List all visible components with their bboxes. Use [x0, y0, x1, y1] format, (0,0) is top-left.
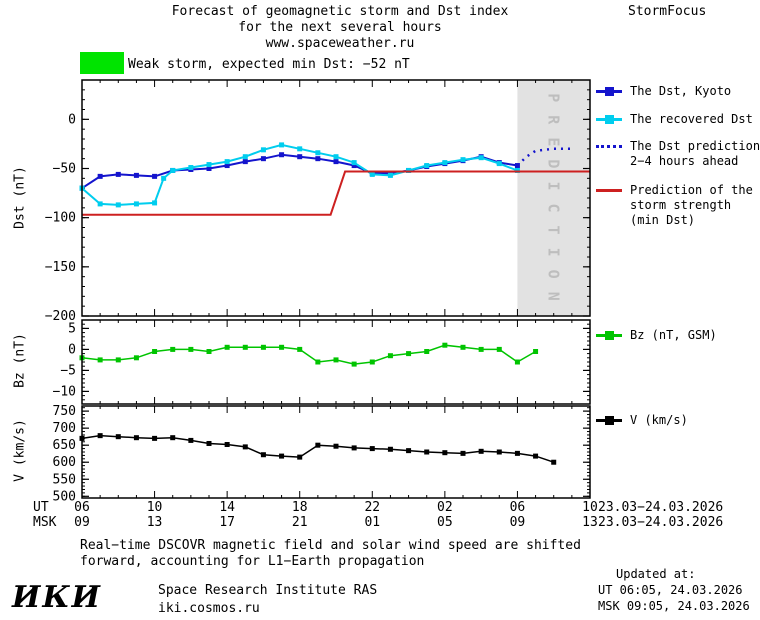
note-line-1: Real−time DSCOVR magnetic field and sola… — [80, 538, 581, 553]
updated-at-block: Updated at: UT 06:05, 24.03.2026 MSK 09:… — [598, 566, 750, 614]
svg-text:750: 750 — [53, 404, 76, 419]
iki-logo-text: ИКИ — [12, 580, 102, 615]
svg-text:550: 550 — [53, 472, 76, 487]
v-legend-marker — [596, 415, 622, 427]
v-chart: 750 700 650 600 550 500 — [53, 404, 591, 504]
institute-website: iki.cosmos.ru — [158, 601, 260, 616]
x-tick-label: 17 — [219, 515, 235, 530]
svg-text:P R E D I C T I O N: P R E D I C T I O N — [545, 93, 563, 303]
x-tick-label: 01 — [364, 515, 381, 530]
iki-logo: ИКИ — [12, 580, 102, 615]
svg-text:650: 650 — [53, 438, 76, 453]
msk-ticks: MSK 23.03−24.03.2026 09 13 17 21 01 05 09 13 — [0, 515, 760, 530]
dst-kyoto-legend-marker — [596, 86, 622, 98]
svg-text:−50: −50 — [53, 162, 76, 177]
recovered-dst-legend-marker — [596, 114, 622, 126]
dst-axis-label: Dst (nT) — [12, 166, 28, 229]
x-tick-label: 14 — [219, 500, 235, 515]
x-tick-label: 06 — [509, 500, 526, 515]
svg-text:700: 700 — [53, 421, 76, 436]
legend-label: (min Dst) — [630, 213, 696, 227]
storm-strength-legend-marker — [596, 185, 622, 197]
x-tick-label: 10 — [146, 500, 163, 515]
svg-text:500: 500 — [53, 489, 76, 504]
legend-label: V (km/s) — [630, 413, 688, 427]
msk-date-range: 23.03−24.03.2026 — [598, 515, 724, 530]
ut-ticks: UT 23.03−24.03.2026 06 10 14 18 22 02 06 10 — [0, 500, 760, 515]
x-tick-label: 22 — [364, 500, 381, 515]
legend-item-bz: Bz (nT, GSM) — [596, 328, 717, 343]
x-tick-label: 09 — [509, 515, 526, 530]
dst-chart: P R E D I C T I O N 0 −50 −100 −150 −200 — [45, 79, 591, 324]
svg-text:0: 0 — [68, 342, 76, 357]
legend-item-v: V (km/s) — [596, 413, 688, 428]
legend-item-storm-strength: Prediction of the storm strength (min Ds… — [596, 183, 753, 228]
title-url: www.spaceweather.ru — [265, 36, 415, 51]
legend-label: Prediction of the — [630, 183, 753, 197]
note-line-2: forward, accounting for L1−Earth propaga… — [80, 554, 425, 569]
x-tick-label: 13 — [146, 515, 163, 530]
title-line-1: Forecast of geomagnetic storm and Dst in… — [171, 4, 509, 19]
svg-text:−5: −5 — [60, 363, 76, 378]
legend-label: The Dst, Kyoto — [630, 84, 732, 98]
title-line-2: for the next several hours — [238, 20, 442, 35]
svg-text:−200: −200 — [45, 309, 76, 324]
ut-row-label: UT — [33, 500, 49, 515]
page-title: Forecast of geomagnetic storm and Dst in… — [60, 4, 620, 52]
svg-text:−100: −100 — [45, 211, 76, 226]
legend-label: storm strength — [630, 198, 732, 212]
legend-item-recovered-dst: The recovered Dst — [596, 112, 753, 127]
storm-status-label: Weak storm, expected min Dst: −52 nT — [128, 57, 410, 72]
propagation-note: Real−time DSCOVR magnetic field and sola… — [80, 538, 581, 570]
updated-at-label: Updated at: — [616, 567, 696, 581]
x-tick-label: 13 — [582, 515, 598, 530]
x-tick-label: 06 — [74, 500, 90, 515]
ut-date-range: 23.03−24.03.2026 — [598, 500, 724, 515]
storm-level-swatch — [80, 52, 124, 74]
legend-label: The recovered Dst — [630, 112, 753, 126]
svg-text:5: 5 — [68, 321, 76, 336]
legend-label: The Dst prediction — [630, 139, 760, 153]
updated-msk: MSK 09:05, 24.03.2026 — [598, 599, 750, 613]
institute-name: Space Research Institute RAS — [158, 583, 378, 598]
brand-stormfocus: StormFocus — [628, 4, 707, 19]
x-tick-label: 02 — [437, 500, 453, 515]
updated-ut: UT 06:05, 24.03.2026 — [598, 583, 743, 597]
x-tick-label: 09 — [74, 515, 90, 530]
x-tick-label: 21 — [291, 515, 308, 530]
x-tick-label: 05 — [437, 515, 453, 530]
x-tick-label: 10 — [582, 500, 598, 515]
legend-label: Bz (nT, GSM) — [630, 328, 717, 342]
legend-item-dst-prediction: The Dst prediction 2−4 hours ahead — [596, 139, 760, 169]
bz-legend-marker — [596, 330, 622, 342]
legend-label: 2−4 hours ahead — [630, 154, 739, 168]
svg-text:600: 600 — [53, 455, 76, 470]
svg-text:−10: −10 — [53, 384, 76, 399]
dst-prediction-legend-marker — [596, 141, 622, 153]
institute-block: Space Research Institute RAS iki.cosmos.… — [158, 582, 377, 618]
svg-text:0: 0 — [68, 112, 76, 127]
x-tick-label: 18 — [291, 500, 308, 515]
bz-chart: 5 0 −5 −10 — [53, 319, 591, 405]
v-axis-label: V (km/s) — [12, 419, 28, 482]
msk-row-label: MSK — [33, 515, 57, 530]
legend-item-dst-kyoto: The Dst, Kyoto — [596, 84, 731, 99]
svg-text:−150: −150 — [45, 260, 76, 275]
